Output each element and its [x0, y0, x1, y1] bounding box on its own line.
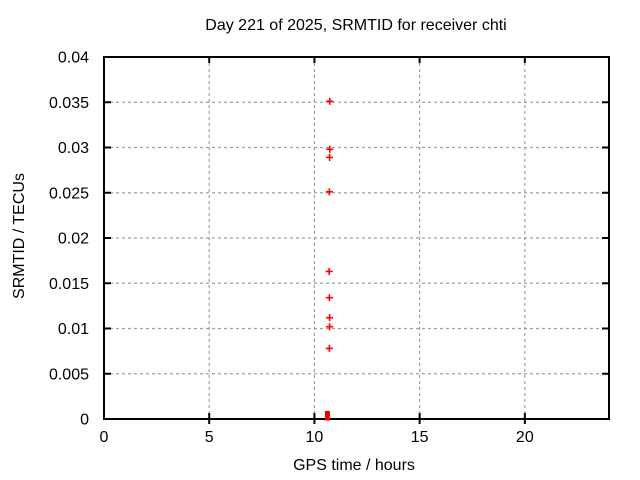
- y-tick-label: 0.03: [58, 140, 89, 157]
- y-tick-label: 0.005: [49, 366, 89, 383]
- data-point-marker: [326, 323, 334, 331]
- y-axis-label: SRMTID / TECUs: [11, 173, 28, 299]
- x-tick-label: 20: [516, 429, 534, 446]
- chart-title: Day 221 of 2025, SRMTID for receiver cht…: [205, 17, 506, 34]
- y-tick-label: 0.01: [58, 321, 89, 338]
- data-point-marker: [325, 294, 333, 302]
- y-tick-label: 0.04: [58, 50, 89, 67]
- data-points-layer: [324, 97, 334, 421]
- data-point-marker: [325, 344, 333, 352]
- data-point-marker: [326, 97, 334, 105]
- data-point-marker: [326, 153, 334, 161]
- x-tick-label: 10: [306, 429, 324, 446]
- zero-cluster-marker: [324, 411, 330, 421]
- data-point-marker: [325, 267, 333, 275]
- y-tick-label: 0.02: [58, 231, 89, 248]
- grid-layer: [104, 57, 609, 419]
- x-tick-label: 0: [100, 429, 109, 446]
- data-point-marker: [326, 314, 334, 322]
- x-tick-label: 5: [205, 429, 214, 446]
- y-tick-label: 0: [80, 412, 89, 429]
- x-axis-label: GPS time / hours: [293, 457, 415, 474]
- x-tick-label: 15: [411, 429, 429, 446]
- axes-layer: [103, 56, 610, 424]
- tick-labels-layer: 0 5 10 15 20 0 0.005 0.01 0.015 0.02 0.025 0.03 0.03…: [49, 50, 534, 447]
- y-tick-label: 0.015: [49, 276, 89, 293]
- y-tick-label: 0.035: [49, 95, 89, 112]
- data-point-marker: [326, 145, 334, 153]
- data-point-marker: [325, 188, 333, 196]
- y-tick-label: 0.025: [49, 185, 89, 202]
